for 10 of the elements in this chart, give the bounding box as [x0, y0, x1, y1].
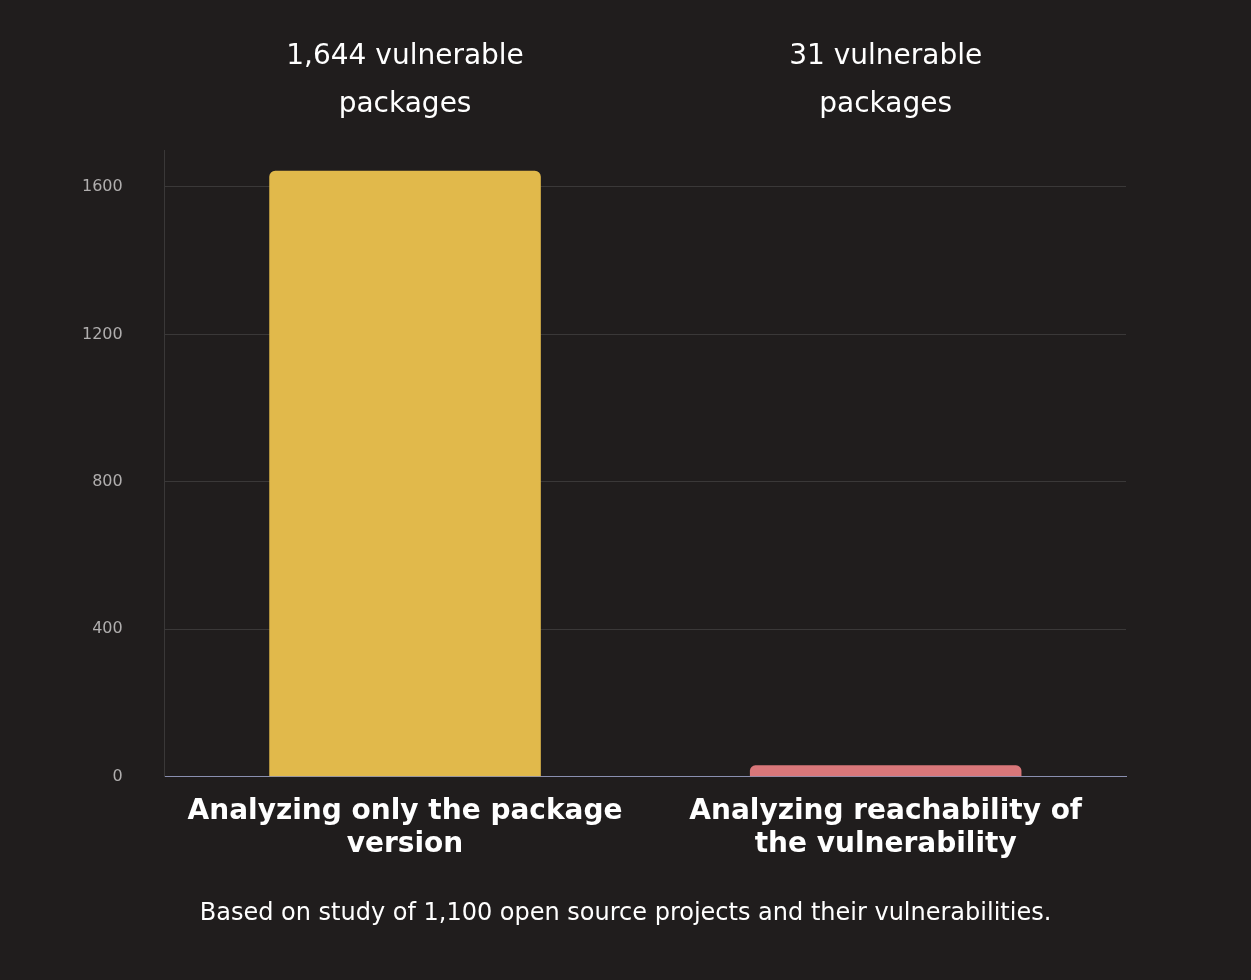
- data-label: 1,644 vulnerable packages: [286, 38, 524, 120]
- x-tick-label: Analyzing reachability of the vulnerability: [689, 792, 1083, 860]
- y-tick-label: 800: [92, 470, 123, 490]
- data-label: 31 vulnerable packages: [789, 38, 983, 120]
- y-tick-label: 1600: [82, 176, 123, 196]
- x-tick-label: Analyzing only the package version: [187, 792, 623, 860]
- y-tick-label: 1200: [82, 323, 123, 343]
- y-tick-label: 0: [112, 765, 123, 785]
- y-tick-label: 400: [92, 618, 123, 638]
- text: Based on study of 1,100 open source projects and their vulnerabilities.: [198, 898, 1053, 926]
